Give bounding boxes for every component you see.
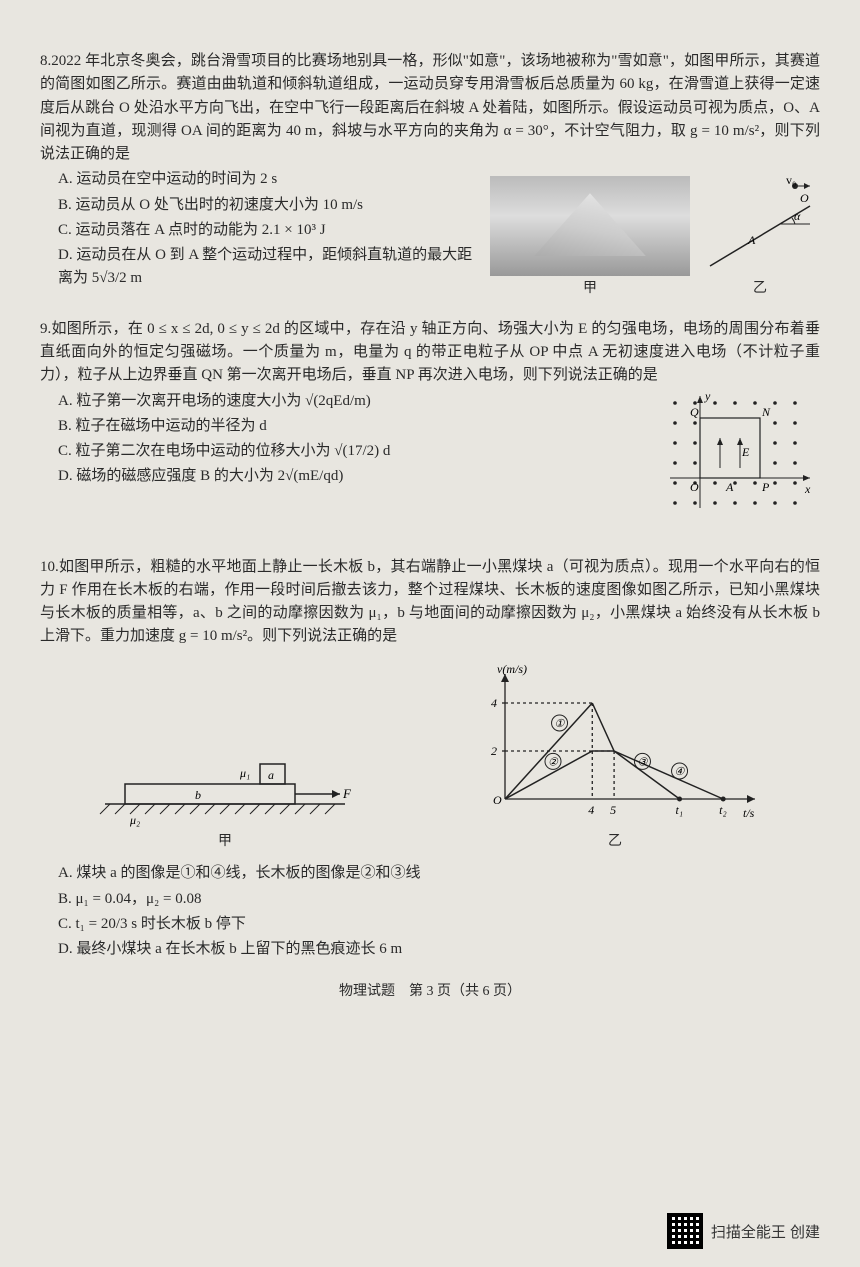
q10-opt-c: C. t₁ = 20/3 s 时长木板 b 停下 [58, 913, 820, 936]
q10-diagram-2: t/s v(m/s) O 2 4 4 5 t₁ t₂ ① ② ③ ④ [465, 659, 765, 829]
q8-opt-a: A. 运动员在空中运动的时间为 2 s [58, 168, 480, 191]
q10-diagram-1: F a b μ₁ μ₂ [95, 729, 355, 829]
q10-label-a: a [268, 768, 274, 782]
svg-text:②: ② [548, 756, 559, 768]
svg-text:t₂: t₂ [719, 803, 727, 817]
svg-text:4: 4 [588, 803, 594, 817]
q9-label-N: N [761, 405, 771, 419]
q9-opt-a: A. 粒子第一次离开电场的速度大小为 √(2qEd/m) [58, 390, 640, 413]
qr-watermark: 扫描全能王 创建 [667, 1213, 820, 1249]
svg-text:5: 5 [610, 803, 616, 817]
page-footer: 物理试题 第 3 页（共 6 页） [40, 981, 820, 1003]
q9-label-P: P [761, 480, 770, 494]
exam-page: 8.2022 年北京冬奥会，跳台滑雪项目的比赛场地别具一格，形似"如意"，该场地… [40, 50, 820, 1003]
q10-cap1: 甲 [95, 831, 355, 853]
q8-cap2: 乙 [700, 278, 820, 300]
q8-text: 8.2022 年北京冬奥会，跳台滑雪项目的比赛场地别具一格，形似"如意"，该场地… [40, 50, 820, 166]
q8-label-v0: v₀ [786, 173, 796, 187]
q9-label-x: x [804, 482, 811, 496]
svg-text:t₁: t₁ [676, 803, 684, 817]
q8-label-O: O [800, 191, 809, 205]
q8-diagram: v₀ O A α [700, 166, 820, 276]
q9-opt-c: C. 粒子第二次在电场中运动的位移大小为 √(17/2) d [58, 440, 640, 463]
qr-code-icon [667, 1213, 703, 1249]
svg-text:t/s: t/s [743, 806, 755, 820]
q10-cap2: 乙 [465, 831, 765, 853]
svg-text:④: ④ [675, 766, 686, 778]
q8-label-alpha: α [794, 209, 801, 223]
q9-label-E: E [741, 445, 750, 459]
q9-text: 9.如图所示，在 0 ≤ x ≤ 2d, 0 ≤ y ≤ 2d 的区域中，存在沿… [40, 318, 820, 388]
qr-text: 扫描全能王 创建 [711, 1221, 820, 1242]
q8-opt-b: B. 运动员从 O 处飞出时的初速度大小为 10 m/s [58, 194, 480, 217]
q10-label-F: F [342, 786, 352, 801]
svg-text:③: ③ [637, 756, 648, 768]
q8-photo [490, 176, 690, 276]
q10-label-b: b [195, 788, 201, 802]
q9-label-O: O [690, 480, 699, 494]
q9-opt-d: D. 磁场的磁感应强度 B 的大小为 2√(mE/qd) [58, 465, 640, 488]
question-9: 9.如图所示，在 0 ≤ x ≤ 2d, 0 ≤ y ≤ 2d 的区域中，存在沿… [40, 318, 820, 538]
q10-opt-d: D. 最终小煤块 a 在长木板 b 上留下的黑色痕迹长 6 m [58, 938, 820, 961]
question-8: 8.2022 年北京冬奥会，跳台滑雪项目的比赛场地别具一格，形似"如意"，该场地… [40, 50, 820, 300]
q8-figures: 甲 v₀ O A α [490, 166, 820, 300]
q10-body: 如图甲所示，粗糙的水平地面上静止一长木板 b，其右端静止一小黑煤块 a（可视为质… [40, 559, 820, 645]
q10-label-mu1: μ₁ [239, 766, 250, 780]
question-10: 10.如图甲所示，粗糙的水平地面上静止一长木板 b，其右端静止一小黑煤块 a（可… [40, 556, 820, 962]
q10-opt-a: A. 煤块 a 的图像是①和④线，长木板的图像是②和③线 [58, 862, 820, 885]
q9-label-y: y [704, 389, 711, 403]
q10-opt-b: B. μ₁ = 0.04，μ₂ = 0.08 [58, 888, 820, 911]
q10-figure-1: F a b μ₁ μ₂ 甲 [95, 729, 355, 853]
q9-body: 如图所示，在 0 ≤ x ≤ 2d, 0 ≤ y ≤ 2d 的区域中，存在沿 y… [40, 321, 820, 384]
q8-label-A: A [747, 233, 756, 247]
svg-text:2: 2 [491, 744, 497, 758]
q8-opt-d: D. 运动员在从 O 到 A 整个运动过程中，距倾斜直轨道的最大距离为 5√3/… [58, 244, 480, 291]
q9-num: 9. [40, 321, 51, 337]
q9-label-A: A [725, 480, 734, 494]
svg-text:①: ① [555, 718, 566, 730]
q8-opt-c: C. 运动员落在 A 点时的动能为 2.1 × 10³ J [58, 219, 480, 242]
svg-text:O: O [493, 793, 502, 807]
q10-figure-2: t/s v(m/s) O 2 4 4 5 t₁ t₂ ① ② ③ ④ 乙 [465, 659, 765, 853]
q10-text: 10.如图甲所示，粗糙的水平地面上静止一长木板 b，其右端静止一小黑煤块 a（可… [40, 556, 820, 649]
q8-num: 8. [40, 53, 51, 69]
q9-label-Q: Q [690, 405, 699, 419]
q8-cap1: 甲 [490, 278, 690, 300]
q9-opt-b: B. 粒子在磁场中运动的半径为 d [58, 415, 640, 438]
svg-text:v(m/s): v(m/s) [497, 662, 527, 676]
svg-text:4: 4 [491, 696, 497, 710]
q9-diagram: E O A P Q N x y [650, 388, 820, 538]
q9-figure: E O A P Q N x y [650, 388, 820, 538]
q10-label-mu2: μ₂ [129, 813, 140, 827]
q8-body: 2022 年北京冬奥会，跳台滑雪项目的比赛场地别具一格，形似"如意"，该场地被称… [40, 53, 820, 162]
q10-num: 10. [40, 559, 59, 575]
